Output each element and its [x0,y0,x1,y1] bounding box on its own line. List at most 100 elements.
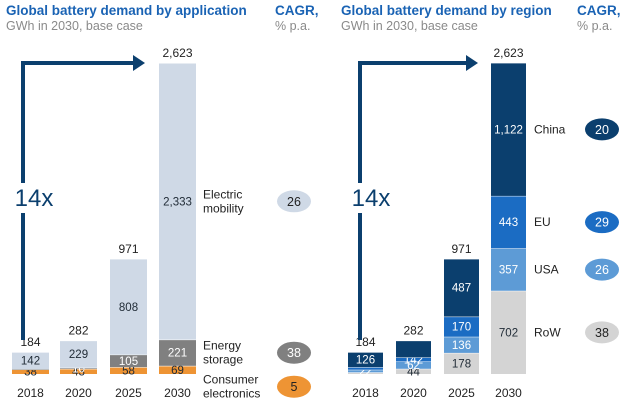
left-bar-segment [12,369,49,374]
left-bar-segment [110,354,147,368]
right-bar-segment [444,258,479,317]
right-total-label: 282 [403,324,423,338]
left-value-label: 105 [119,356,138,368]
right-cagr-value: 20 [595,123,609,137]
right-value-label: 126 [356,355,375,367]
left-bar-segment [159,339,196,366]
left-total-label: 971 [118,242,138,256]
left-category-label: 2025 [115,386,142,400]
left-total-label: 2,623 [162,46,192,60]
left-bar-segment [60,367,97,369]
right-cagr-value: 38 [595,326,609,340]
right-series-label-line: China [534,122,566,136]
right-cagr-pill [585,118,619,141]
right-bar-segment [348,369,383,373]
left-bar-segment [110,367,147,374]
right-value-label: 443 [499,217,518,229]
right-bar-segment [444,336,479,353]
right-category-label: 2020 [400,386,427,400]
right-series-label: China [534,122,566,136]
right-category-label: 2025 [448,386,475,400]
left-bar-segment [12,352,49,370]
right-category-label: 2018 [352,386,379,400]
right-value-label: 44 [407,366,420,378]
right-bar-segment [491,62,526,196]
right-arrow-head [466,55,478,71]
left-total-label: 184 [20,335,40,349]
left-series-label-line: Electric [203,187,242,201]
left-cagr-value: 38 [287,346,301,360]
left-value-label: 229 [69,349,88,361]
right-bar-segment [491,195,526,249]
left-value-label: 808 [119,302,138,314]
right-value-label: 702 [499,327,518,339]
right-chart-title: Global battery demand by region [341,3,552,18]
right-cagr-value: 29 [595,216,609,230]
left-category-label: 2030 [164,386,191,400]
left-cagr-value: 26 [287,195,301,209]
right-series-label: USA [534,263,559,277]
left-cagr-subheader: % p.a. [275,19,311,33]
left-bar-segment [60,340,97,368]
right-cagr-pill [585,211,619,234]
right-value-label: 62 [407,360,420,372]
right-cagr-pill [585,321,619,344]
right-multiplier-backing [348,183,392,213]
left-series-label-line: electronics [203,387,260,401]
left-series-label-line: Energy [203,339,241,353]
right-bar-segment [396,361,431,369]
right-bar-segment [348,372,383,374]
right-value-label: 170 [452,322,471,334]
right-series-label: EU [534,215,551,229]
right-chart-group: 2212618420184462142282202017813617048797… [348,46,619,400]
right-value-label: 357 [499,265,518,277]
left-chart-subtitle: GWh in 2030, base case [6,19,143,33]
right-bar-segment [348,352,383,368]
left-bar-segment [60,368,97,374]
left-cagr-pill [277,341,311,364]
right-total-label: 2,623 [493,46,523,60]
left-cagr-value: 5 [291,380,298,394]
left-value-label: 69 [171,365,184,377]
right-value-label: 1,122 [494,124,523,136]
left-series-label: Consumer electronics [203,373,260,401]
left-cagr-pill [277,375,311,398]
left-multiplier-label: 14x [15,185,54,212]
right-bar-segment [396,368,431,374]
left-multiplier-backing [11,183,55,213]
right-bar-segment [491,248,526,291]
left-bar-segment [110,258,147,355]
right-category-label: 2030 [495,386,522,400]
right-value-label: 136 [452,340,471,352]
left-value-label: 221 [168,348,187,360]
right-value-label: 142 [404,354,423,366]
left-chart-group: 3814218420184310229282202058105808971202… [11,46,311,401]
left-series-label-line: storage [203,353,243,367]
right-bar-segment [396,357,431,362]
left-chart-title: Global battery demand by application [6,3,247,18]
right-multiplier-label: 14x [352,185,391,212]
right-series-label-line: EU [534,215,551,229]
right-series-label-line: RoW [534,325,561,339]
left-category-label: 2020 [65,386,92,400]
left-bar-segment [159,365,196,374]
left-total-label: 282 [68,324,88,338]
right-bar-segment [491,290,526,374]
left-series-label-line: Consumer [203,373,258,387]
left-cagr-header: CAGR, [275,3,319,18]
right-cagr-pill [585,258,619,281]
left-arrow-head [133,55,145,71]
left-series-label: Electric mobility [203,187,244,215]
left-value-label: 142 [21,356,40,368]
right-series-label-line: USA [534,263,559,277]
right-cagr-value: 26 [595,263,609,277]
right-total-label: 971 [451,242,471,256]
right-bar-segment [396,340,431,358]
right-bar-segment [348,367,383,370]
right-chart-subtitle: GWh in 2030, base case [341,19,478,33]
right-series-label: RoW [534,325,561,339]
left-category-label: 2018 [17,386,44,400]
left-bar-segment [159,63,196,340]
left-series-label-line: mobility [203,201,244,215]
